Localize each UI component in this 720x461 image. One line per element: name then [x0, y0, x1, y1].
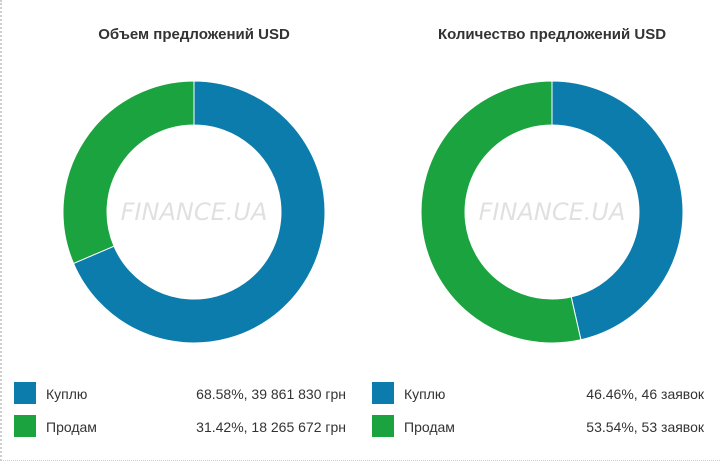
legend-value-buy: 68.58%, 39 861 830 грн — [196, 386, 346, 402]
legend-item-sell[interactable]: Продам 31.42%, 18 265 672 грн — [14, 415, 354, 441]
legend-item-buy[interactable]: Куплю 46.46%, 46 заявок — [372, 382, 712, 408]
legend-label-sell: Продам — [46, 419, 97, 435]
legend-swatch-sell — [372, 415, 394, 437]
legend-value-buy: 46.46%, 46 заявок — [586, 386, 704, 402]
legend-swatch-sell — [14, 415, 36, 437]
legend-label-buy: Куплю — [46, 386, 88, 402]
legend-label-sell: Продам — [404, 419, 455, 435]
slice-sell[interactable] — [62, 80, 195, 265]
chart-title-volume: Объем предложений USD — [98, 26, 290, 43]
chart-title-count: Количество предложений USD — [437, 26, 667, 43]
chart-panel-count: Количество предложений USD FINANCE.UA Ку… — [372, 0, 720, 461]
legend-swatch-buy — [372, 382, 394, 404]
donut-chart-count: FINANCE.UA — [420, 80, 684, 344]
legend-label-buy: Куплю — [404, 386, 446, 402]
legend-value-sell: 31.42%, 18 265 672 грн — [196, 419, 346, 435]
slice-buy[interactable] — [72, 80, 326, 344]
legend-item-buy[interactable]: Куплю 68.58%, 39 861 830 грн — [14, 382, 354, 408]
donut-chart-volume: FINANCE.UA — [62, 80, 326, 344]
legend-swatch-buy — [14, 382, 36, 404]
slice-buy[interactable] — [551, 80, 684, 341]
watermark-text: FINANCE.UA — [121, 198, 268, 226]
legend-value-sell: 53.54%, 53 заявок — [586, 419, 704, 435]
chart-panel-volume: Объем предложений USD FINANCE.UA Куплю 6… — [14, 0, 374, 461]
slice-sell[interactable] — [420, 80, 582, 344]
watermark-text: FINANCE.UA — [479, 198, 626, 226]
frame-left-border — [0, 0, 4, 461]
legend-item-sell[interactable]: Продам 53.54%, 53 заявок — [372, 415, 712, 441]
